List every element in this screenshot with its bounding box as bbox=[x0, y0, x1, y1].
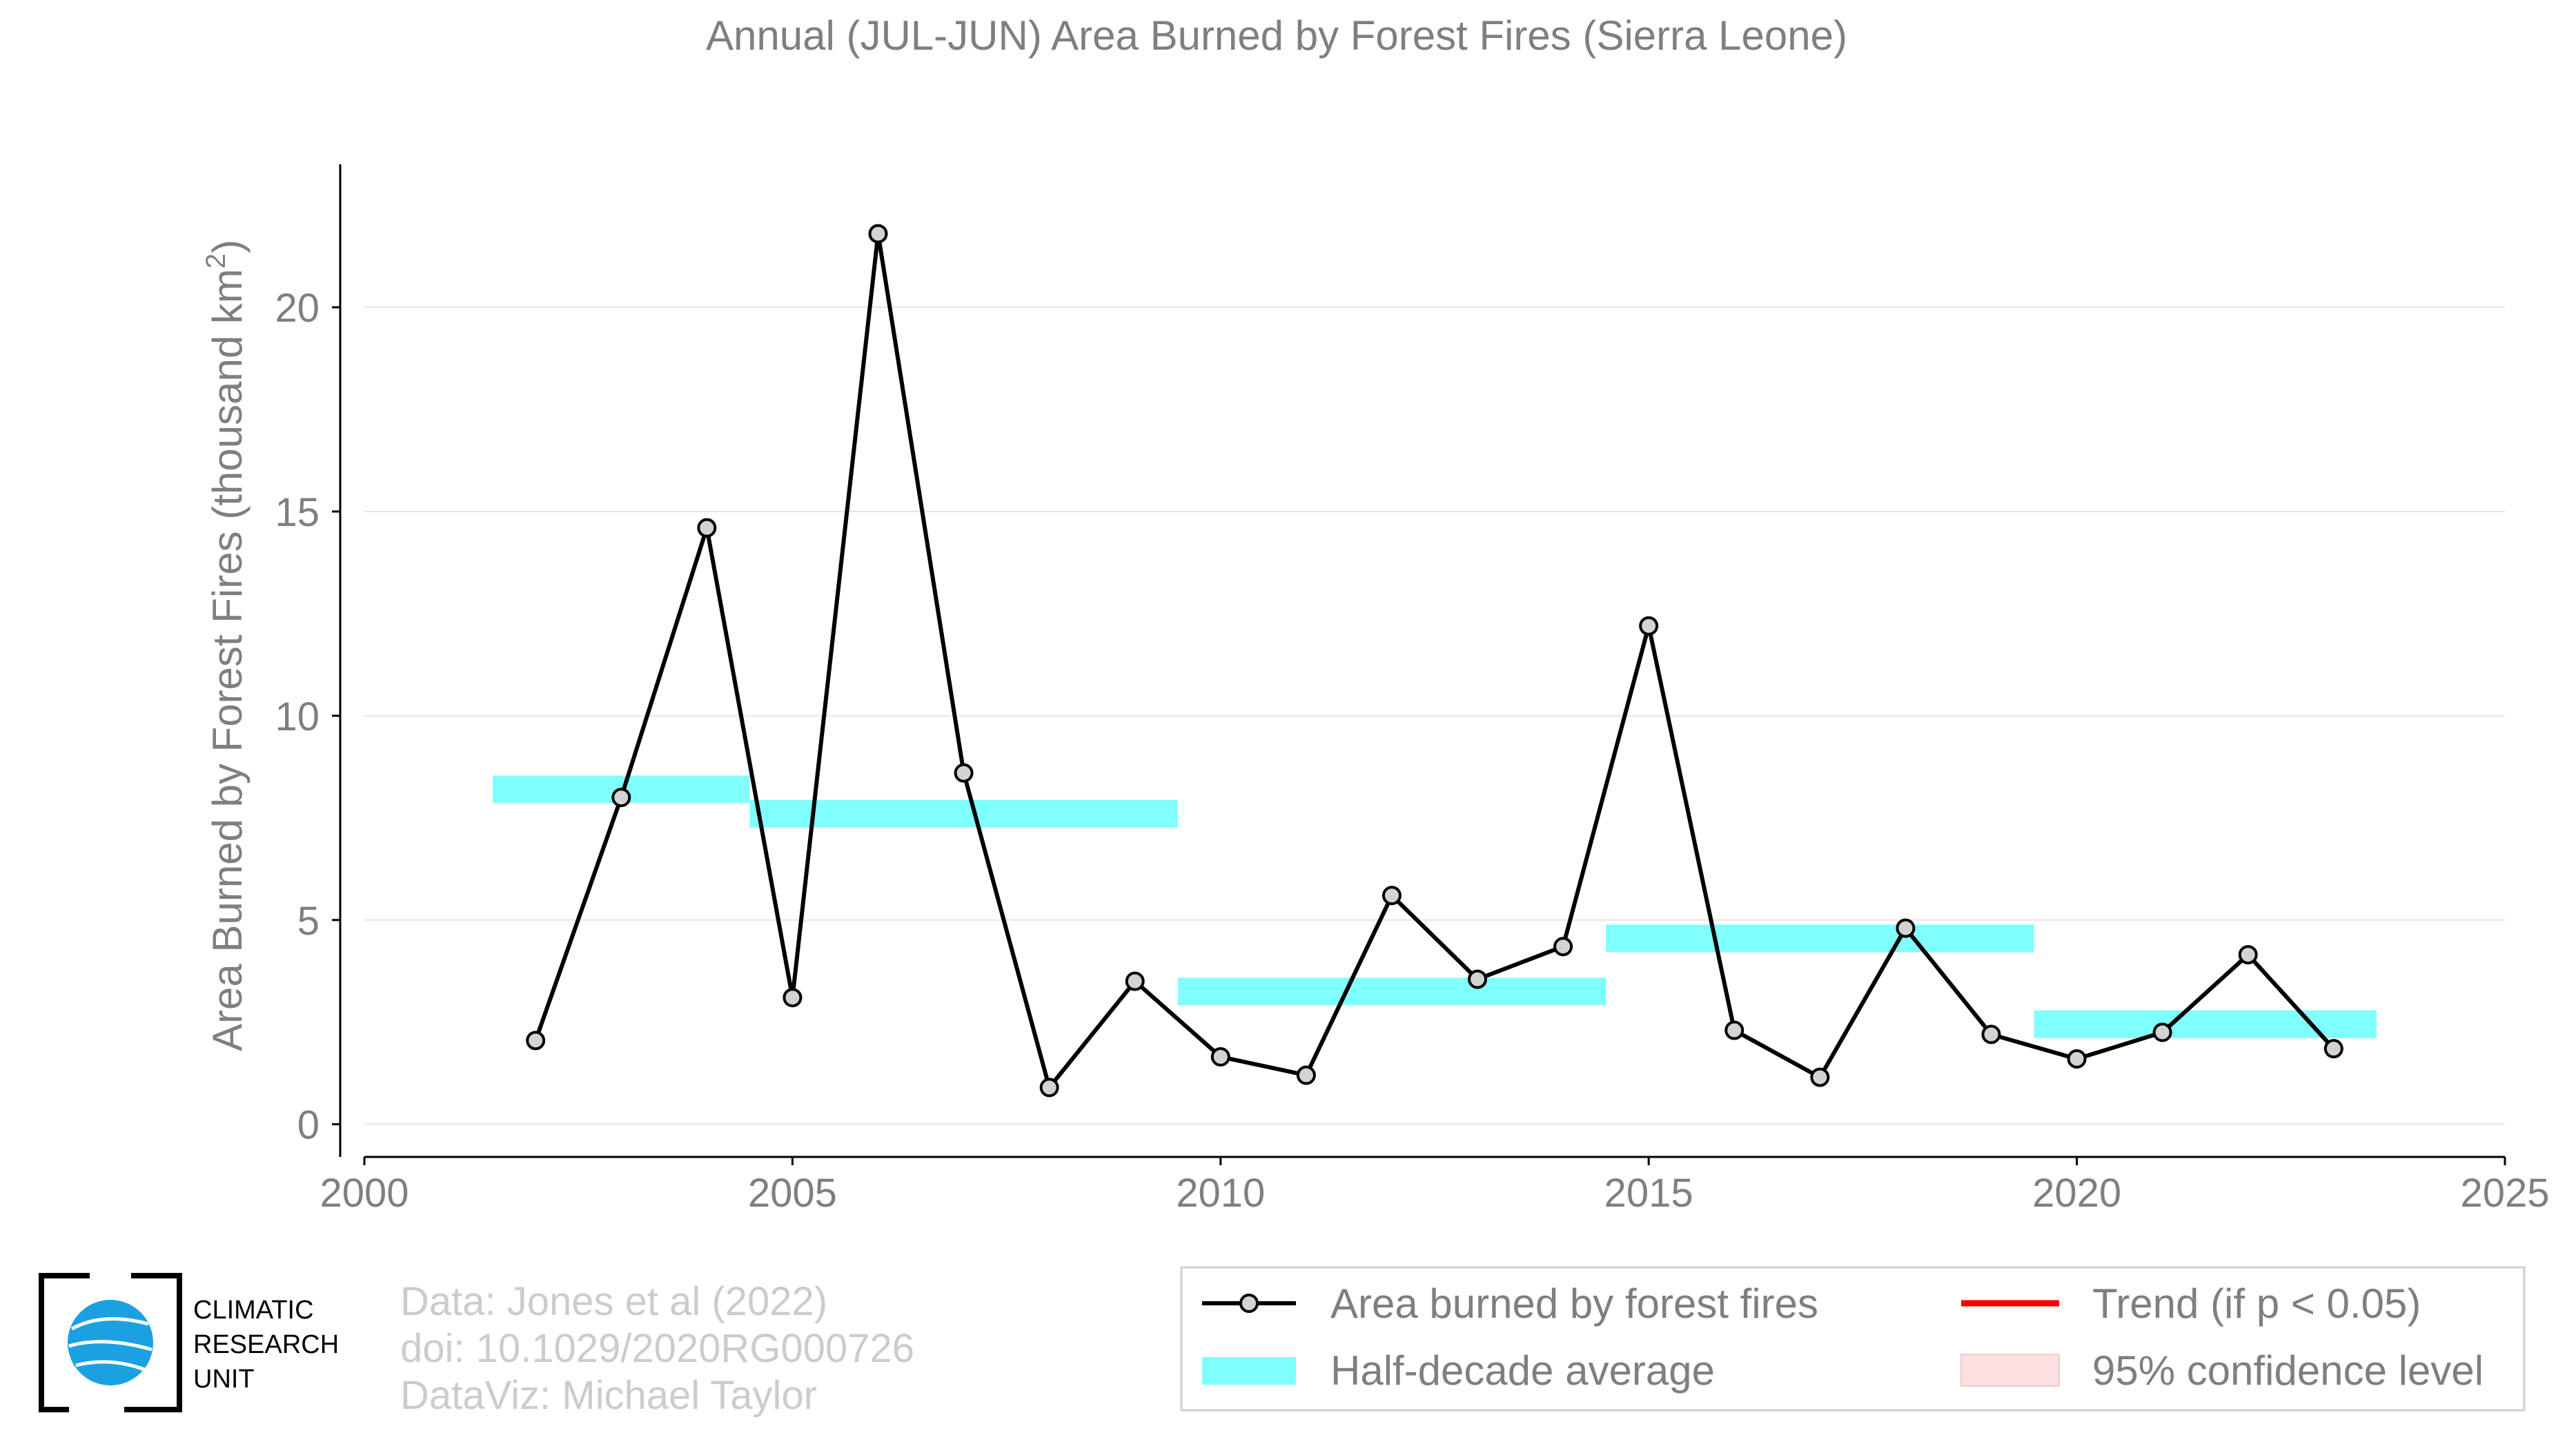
logo-bracket-right bbox=[124, 1273, 182, 1412]
y-tick-label-15: 15 bbox=[275, 490, 319, 535]
data-point-2021 bbox=[2152, 1022, 2172, 1042]
gridlines bbox=[364, 306, 2505, 1125]
series-line-group bbox=[533, 231, 2336, 1090]
x-ticks: 2000 2005 2010 2015 2020 2025 bbox=[319, 1157, 2550, 1216]
legend-marker-sample bbox=[1239, 1294, 1259, 1313]
x-tick-label-2025: 2025 bbox=[2460, 1171, 2549, 1216]
y-tick-label-20: 20 bbox=[275, 286, 319, 331]
data-point-2013 bbox=[1468, 969, 1488, 989]
data-point-2010 bbox=[1210, 1047, 1230, 1067]
data-point-2006 bbox=[868, 224, 888, 244]
x-tick-label-2010: 2010 bbox=[1176, 1171, 1265, 1216]
credit-doi: doi: 10.1029/2020RG000726 bbox=[400, 1326, 914, 1371]
half-decade-bar-3 bbox=[1177, 977, 1606, 1006]
data-point-2012 bbox=[1382, 886, 1402, 906]
y-tick-label-0: 0 bbox=[297, 1103, 319, 1148]
legend-band-sample bbox=[1202, 1357, 1296, 1385]
data-point-2008 bbox=[1039, 1078, 1059, 1098]
data-point-2014 bbox=[1553, 937, 1573, 957]
credits: Data: Jones et al (2022) doi: 10.1029/20… bbox=[400, 1279, 914, 1418]
legend-label-confidence: 95% confidence level bbox=[2092, 1347, 2484, 1394]
half-decade-bar-2 bbox=[749, 799, 1178, 828]
legend-confidence-sample bbox=[1960, 1354, 2060, 1387]
logo-text-line3: UNIT bbox=[193, 1365, 255, 1394]
globe-swirl-icon bbox=[68, 1317, 153, 1372]
y-ticks: 0 5 10 15 20 bbox=[275, 286, 340, 1148]
legend-label-trend: Trend (if p < 0.05) bbox=[2092, 1280, 2421, 1327]
data-point-2016 bbox=[1724, 1020, 1744, 1040]
data-point-2009 bbox=[1125, 971, 1145, 991]
data-point-2020 bbox=[2067, 1049, 2087, 1069]
data-point-2022 bbox=[2238, 945, 2258, 965]
half-decade-bars bbox=[493, 775, 2377, 1038]
y-axis-label-superscript: 2 bbox=[201, 253, 231, 269]
series-line bbox=[533, 231, 2336, 1090]
data-point-2017 bbox=[1810, 1067, 1830, 1087]
half-decade-bar-4 bbox=[1606, 924, 2034, 953]
chart-title: Annual (JUL-JUN) Area Burned by Forest F… bbox=[706, 12, 1847, 59]
data-point-2011 bbox=[1296, 1065, 1316, 1085]
legend-box bbox=[1180, 1266, 2526, 1412]
series-markers bbox=[526, 224, 2343, 1098]
y-axis-label-main: Area Burned by Forest Fires (thousand km bbox=[204, 269, 250, 1051]
y-axis-label-close: ) bbox=[204, 240, 250, 253]
legend-label-series: Area burned by forest fires bbox=[1330, 1280, 1818, 1327]
x-tick-label-2015: 2015 bbox=[1604, 1171, 1693, 1216]
credit-data: Data: Jones et al (2022) bbox=[400, 1279, 827, 1324]
y-axis-label: Area Burned by Forest Fires (thousand km… bbox=[201, 240, 250, 1051]
data-point-2007 bbox=[954, 763, 974, 783]
y-tick-label-5: 5 bbox=[297, 899, 319, 944]
x-tick-label-2020: 2020 bbox=[2032, 1171, 2121, 1216]
logo-bracket-left bbox=[39, 1273, 90, 1412]
data-point-2019 bbox=[1981, 1024, 2001, 1044]
x-tick-label-2005: 2005 bbox=[748, 1171, 837, 1216]
legend-label-band: Half-decade average bbox=[1330, 1347, 1715, 1394]
y-tick-label-10: 10 bbox=[275, 694, 319, 739]
data-point-2015 bbox=[1639, 616, 1659, 636]
data-point-2002 bbox=[526, 1031, 546, 1051]
cru-logo: CLIMATIC RESEARCH UNIT bbox=[39, 1273, 339, 1412]
data-point-2005 bbox=[783, 988, 803, 1008]
data-point-2023 bbox=[2323, 1039, 2343, 1059]
legend: Area burned by forest fires Trend (if p … bbox=[1180, 1266, 2526, 1412]
half-decade-bar-5 bbox=[2034, 1010, 2377, 1038]
axes bbox=[339, 164, 2505, 1158]
logo-text-line1: CLIMATIC bbox=[193, 1296, 314, 1325]
x-tick-label-2000: 2000 bbox=[319, 1171, 409, 1216]
logo-text-line2: RESEARCH bbox=[193, 1330, 339, 1359]
data-point-2018 bbox=[1896, 918, 1916, 938]
data-point-2003 bbox=[611, 788, 631, 808]
credit-dataviz: DataViz: Michael Taylor bbox=[400, 1373, 817, 1418]
data-point-2004 bbox=[697, 518, 717, 538]
